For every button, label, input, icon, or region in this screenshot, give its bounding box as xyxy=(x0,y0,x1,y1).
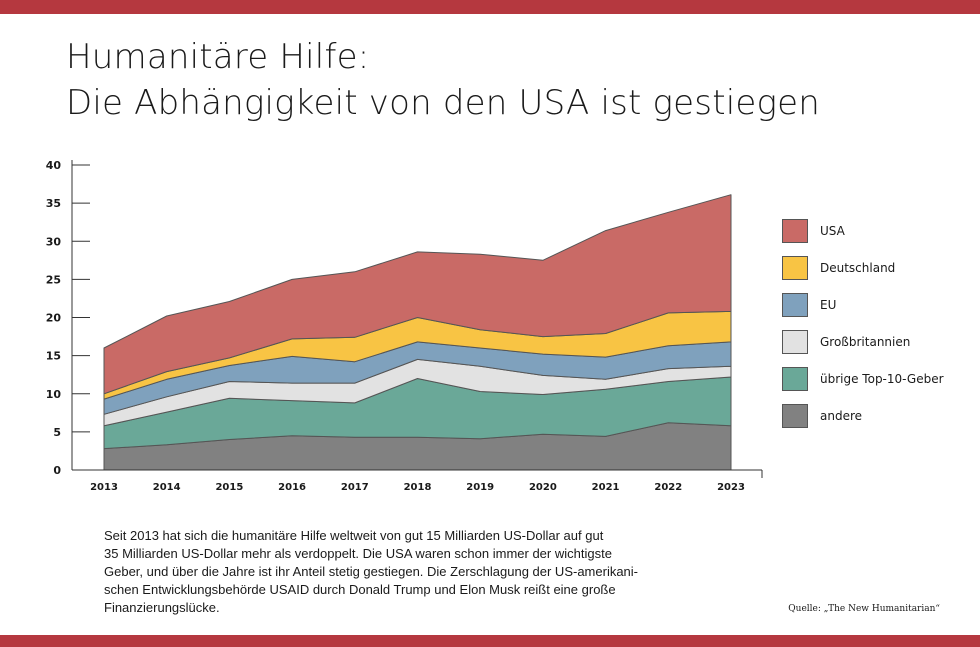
legend-item-grossbritannien: Großbritannien xyxy=(782,330,972,367)
legend-item-usa: USA xyxy=(782,219,972,256)
y-tick-label: 35 xyxy=(46,197,61,210)
legend-item-deutschland: Deutschland xyxy=(782,256,972,293)
legend-swatch xyxy=(782,219,808,243)
caption-line: Seit 2013 hat sich die humanitäre Hilfe … xyxy=(104,528,604,543)
legend-item-uebrige-top-10-geber: übrige Top-10-Geber xyxy=(782,367,972,404)
legend-label: übrige Top-10-Geber xyxy=(820,372,944,386)
source-note: Quelle: „The New Humanitarian“ xyxy=(788,604,940,614)
x-tick-label: 2016 xyxy=(278,482,306,493)
legend-swatch xyxy=(782,367,808,391)
caption-line: Finanzierungslücke. xyxy=(104,600,220,615)
caption-line: Geber, und über die Jahre ist ihr Anteil… xyxy=(104,564,639,579)
legend-swatch xyxy=(782,330,808,354)
x-tick-label: 2018 xyxy=(404,482,432,493)
x-tick-label: 2014 xyxy=(153,482,181,493)
legend-item-eu: EU xyxy=(782,293,972,330)
y-tick-label: 0 xyxy=(53,464,61,477)
y-tick-label: 5 xyxy=(53,426,61,439)
title-line-1: Humanitäre Hilfe: xyxy=(66,37,370,77)
x-tick-label: 2019 xyxy=(466,482,494,493)
x-tick-label: 2021 xyxy=(592,482,620,493)
x-tick-label: 2020 xyxy=(529,482,557,493)
caption-line: 35 Milliarden US-Dollar mehr als verdopp… xyxy=(104,546,612,561)
x-tick-label: 2015 xyxy=(215,482,243,493)
caption-line: schen Entwicklungsbehörde USAID durch Do… xyxy=(104,582,616,597)
y-tick-label: 20 xyxy=(46,312,62,325)
x-tick-label: 2022 xyxy=(654,482,682,493)
x-tick-label: 2023 xyxy=(717,482,745,493)
y-tick-label: 40 xyxy=(46,159,62,172)
chart-legend: USA Deutschland EU Großbritannien übrige Top… xyxy=(782,219,972,441)
caption-text: Seit 2013 hat sich die humanitäre Hilfe … xyxy=(104,527,724,617)
title-line-2: Die Abhängigkeit von den USA ist gestieg… xyxy=(66,83,820,123)
legend-item-andere: andere xyxy=(782,404,972,441)
y-tick-label: 10 xyxy=(46,388,62,401)
area-usa xyxy=(103,194,732,395)
legend-label: andere xyxy=(820,409,863,423)
legend-label: EU xyxy=(820,298,837,312)
x-tick-label: 2013 xyxy=(90,482,118,493)
chart-title: Humanitäre Hilfe: Die Abhängigkeit von d… xyxy=(66,34,946,126)
bottom-frame-bar xyxy=(0,635,980,647)
top-frame-bar xyxy=(0,0,980,14)
y-tick-label: 15 xyxy=(46,350,61,363)
legend-swatch xyxy=(782,256,808,280)
y-tick-label: 25 xyxy=(46,273,61,286)
y-tick-label: 30 xyxy=(46,235,62,248)
legend-swatch xyxy=(782,293,808,317)
legend-swatch xyxy=(782,404,808,428)
legend-label: Großbritannien xyxy=(820,335,911,349)
x-tick-label: 2017 xyxy=(341,482,369,493)
legend-label: USA xyxy=(820,224,845,238)
legend-label: Deutschland xyxy=(820,261,896,275)
